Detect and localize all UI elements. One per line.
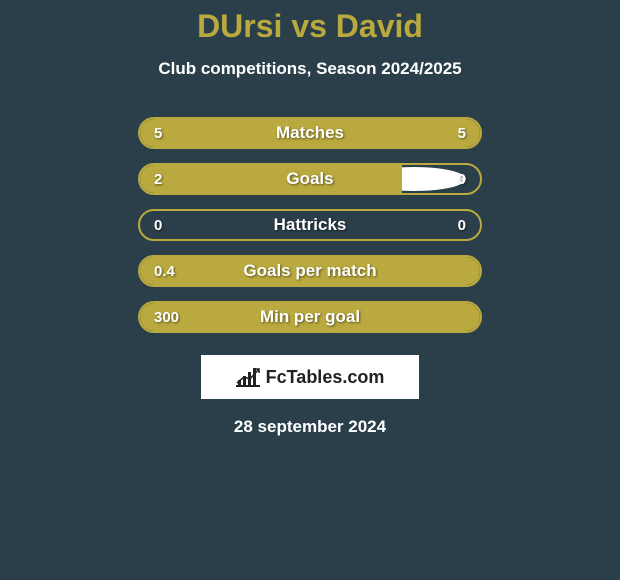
stat-row: 0Hattricks0 — [138, 209, 482, 241]
subtitle: Club competitions, Season 2024/2025 — [158, 59, 461, 79]
stat-bar-track: 2Goals0 — [138, 163, 482, 195]
logo-chart-icon — [236, 367, 260, 387]
bars-host: 5Matches52Goals00Hattricks00.4Goals per … — [138, 117, 482, 347]
stat-value-right: 0 — [458, 171, 466, 188]
stat-bar-track: 5Matches5 — [138, 117, 482, 149]
stat-label: Min per goal — [140, 307, 480, 327]
stat-bar-track: 0.4Goals per match — [138, 255, 482, 287]
page-title: DUrsi vs David — [197, 8, 423, 45]
stat-label: Hattricks — [140, 215, 480, 235]
logo-text: FcTables.com — [266, 367, 385, 388]
logo-trend-line-icon — [236, 367, 260, 387]
stat-label: Goals — [140, 169, 480, 189]
stat-label: Matches — [140, 123, 480, 143]
stat-bar-track: 300Min per goal — [138, 301, 482, 333]
stat-value-right: 0 — [458, 217, 466, 234]
infographic-container: DUrsi vs David Club competitions, Season… — [0, 0, 620, 437]
logo-box: FcTables.com — [201, 355, 419, 399]
stat-label: Goals per match — [140, 261, 480, 281]
stat-row: 0.4Goals per match — [138, 255, 482, 287]
stat-bar-track: 0Hattricks0 — [138, 209, 482, 241]
stat-value-right: 5 — [458, 125, 466, 142]
stat-row: 2Goals0 — [138, 163, 482, 195]
stat-row: 300Min per goal — [138, 301, 482, 333]
date-line: 28 september 2024 — [234, 417, 386, 437]
stat-row: 5Matches5 — [138, 117, 482, 149]
